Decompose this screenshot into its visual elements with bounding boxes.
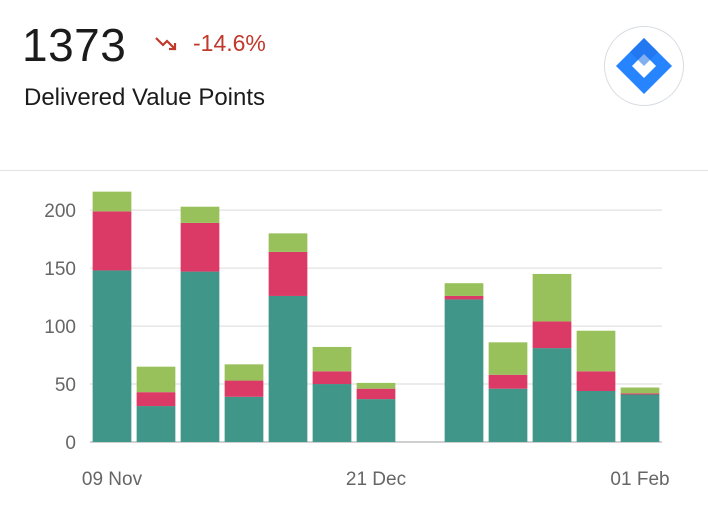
bar-segment-16-nov-s0[interactable] [136, 406, 176, 442]
x-tick-label: 21 Dec [346, 469, 406, 490]
divider [0, 170, 708, 171]
bar-segment-14-dec-s1[interactable] [312, 371, 352, 385]
kpi-label: Delivered Value Points [24, 84, 266, 111]
bar-segment-09-nov-s1[interactable] [92, 211, 132, 271]
x-tick-label: 01 Feb [610, 469, 669, 490]
y-tick-label: 50 [55, 375, 76, 396]
bar-segment-23-nov-s2[interactable] [180, 206, 220, 223]
x-tick-label: 09 Nov [82, 469, 143, 490]
bar-segment-18-jan-s2[interactable] [532, 273, 572, 322]
y-tick-label: 100 [44, 317, 76, 338]
trend-indicator: -14.6% [155, 30, 266, 57]
bar-segment-11-jan-s1[interactable] [488, 374, 528, 389]
bar-segment-14-dec-s2[interactable] [312, 346, 352, 372]
bar-segment-30-nov-s1[interactable] [224, 380, 264, 397]
bar-segment-18-jan-s0[interactable] [532, 348, 572, 442]
bar-segment-25-jan-s2[interactable] [576, 330, 616, 372]
bar-segment-01-feb-s2[interactable] [620, 387, 660, 394]
kpi-header: 1373 -14.6% Delivered Value Points [0, 0, 708, 170]
bar-segment-04-jan-s0[interactable] [444, 299, 484, 442]
change-percent: -14.6% [193, 30, 266, 56]
bar-segment-11-jan-s0[interactable] [488, 388, 528, 442]
bar-segment-07-dec-s1[interactable] [268, 251, 308, 296]
bar-segment-18-jan-s1[interactable] [532, 321, 572, 349]
bars [92, 191, 660, 442]
y-tick-label: 0 [65, 433, 76, 454]
jira-logo-icon [604, 26, 684, 106]
bar-segment-11-jan-s2[interactable] [488, 342, 528, 375]
bar-segment-09-nov-s2[interactable] [92, 191, 132, 212]
bar-segment-21-dec-s2[interactable] [356, 382, 396, 389]
bar-segment-09-nov-s0[interactable] [92, 270, 132, 442]
bar-segment-07-dec-s0[interactable] [268, 295, 308, 442]
trend-down-icon [155, 36, 177, 50]
y-tick-label: 200 [44, 201, 76, 222]
y-tick-label: 150 [44, 259, 76, 280]
bar-segment-01-feb-s0[interactable] [620, 394, 660, 442]
jira-diamond-icon [616, 38, 672, 94]
bar-segment-23-nov-s0[interactable] [180, 271, 220, 442]
bar-segment-07-dec-s2[interactable] [268, 233, 308, 252]
stacked-bar-chart: 0 50 100 150 200 09 Nov 21 Dec 01 Feb [44, 191, 670, 490]
bar-segment-04-jan-s2[interactable] [444, 283, 484, 296]
bar-segment-21-dec-s1[interactable] [356, 388, 396, 400]
bar-segment-01-feb-s1[interactable] [620, 393, 660, 395]
bar-segment-23-nov-s1[interactable] [180, 222, 220, 272]
bar-segment-30-nov-s0[interactable] [224, 396, 264, 442]
bar-segment-16-nov-s2[interactable] [136, 366, 176, 393]
x-axis-ticks: 09 Nov 21 Dec 01 Feb [82, 469, 670, 490]
bar-segment-04-jan-s1[interactable] [444, 295, 484, 300]
bar-segment-25-jan-s1[interactable] [576, 371, 616, 391]
bar-segment-21-dec-s0[interactable] [356, 399, 396, 442]
bar-segment-16-nov-s1[interactable] [136, 392, 176, 407]
kpi-value: 1373 [22, 19, 127, 71]
y-axis-ticks: 0 50 100 150 200 [44, 201, 76, 454]
bar-segment-25-jan-s0[interactable] [576, 391, 616, 442]
bar-segment-30-nov-s2[interactable] [224, 364, 264, 381]
bar-segment-14-dec-s0[interactable] [312, 384, 352, 442]
